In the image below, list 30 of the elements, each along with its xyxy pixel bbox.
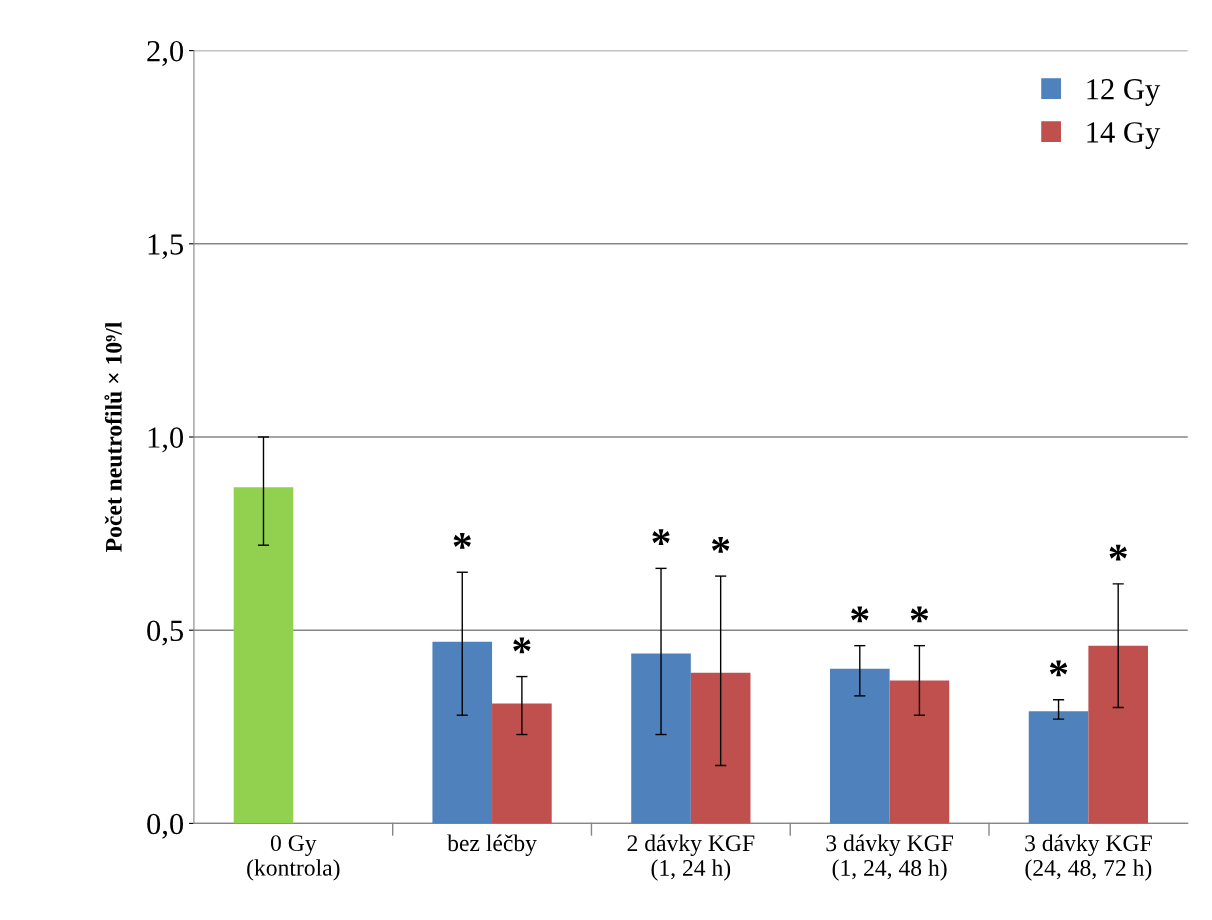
legend-label: 12 Gy	[1087, 79, 1161, 106]
x-tick-label: 2 dávky KGF (1, 24 h)	[627, 834, 755, 881]
y-tick-label: 1,0	[148, 427, 184, 453]
bar	[829, 668, 890, 824]
data-label: *	[851, 606, 869, 623]
bar	[492, 703, 552, 824]
bar	[631, 653, 691, 824]
legend-label: 14 Gy	[1087, 122, 1161, 149]
y-tick-label: 0,5	[147, 620, 183, 646]
y-axis-title: Počet neutrofilů × 10⁹/l	[104, 322, 122, 552]
bar	[1088, 645, 1149, 824]
x-tick-label: bez léčby	[447, 834, 537, 857]
data-label: *	[1049, 660, 1068, 677]
data-label: *	[910, 606, 929, 623]
y-tick-label: 0,0	[147, 813, 184, 839]
x-tick-label: 3 dávky KGF (24, 48, 72 h)	[1025, 834, 1152, 881]
data-label: *	[652, 529, 670, 545]
x-tick-label: 3 dávky KGF (1, 24, 48 h)	[826, 834, 954, 881]
bar	[432, 641, 493, 824]
bar	[233, 487, 294, 824]
bar	[889, 680, 950, 824]
y-tick-label: 1,5	[148, 234, 183, 260]
data-label: *	[453, 533, 471, 549]
data-label: *	[1109, 544, 1127, 561]
x-tick-label: 0 Gy (kontrola)	[247, 835, 340, 881]
bar	[1028, 711, 1089, 824]
bar	[690, 672, 751, 824]
data-label: *	[513, 637, 531, 654]
data-label: *	[711, 536, 730, 553]
y-tick-label: 2,0	[147, 40, 184, 66]
